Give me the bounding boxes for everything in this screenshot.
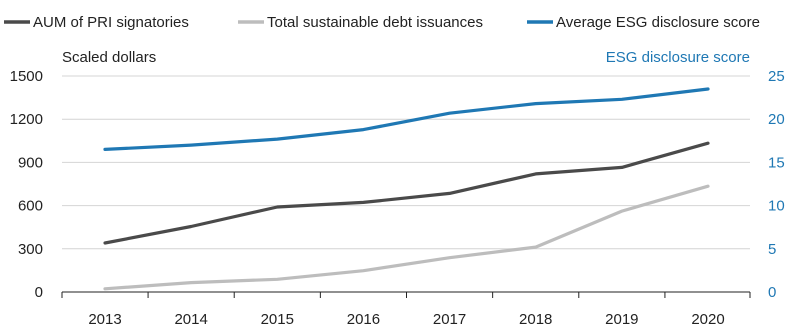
series-line-average-esg-disclosure-score: [103, 87, 710, 151]
x-tick-label: 2018: [519, 311, 552, 325]
left-tick-label: 600: [18, 198, 43, 215]
series-line-total-sustainable-debt-issuances: [103, 184, 710, 291]
legend-label: Total sustainable debt issuances: [267, 14, 483, 31]
legend: AUM of PRI signatories Total sustainable …: [4, 14, 760, 31]
x-tick-label: 2019: [605, 311, 638, 325]
legend-label: Average ESG disclosure score: [556, 14, 760, 31]
x-tick-label: 2015: [261, 311, 294, 325]
x-axis: 2013 2014 2015 2016 2017 2018 2019 2020: [61, 291, 751, 328]
series-line-aum-of-pri-signatories: [103, 141, 710, 245]
left-tick-label: 900: [18, 154, 43, 171]
right-tick-label: 5: [768, 241, 776, 258]
series-lines: [103, 87, 710, 291]
right-tick-label: 25: [768, 68, 785, 85]
x-tick-label: 2016: [347, 311, 380, 325]
left-tick-label: 1200: [10, 111, 43, 128]
right-tick-label: 0: [768, 284, 776, 301]
right-tick-label: 10: [768, 198, 785, 215]
right-axis-title: ESG disclosure score: [606, 49, 750, 66]
x-tick-label: 2017: [433, 311, 466, 325]
right-tick-label: 20: [768, 111, 785, 128]
left-axis-ticks: 0 300 600 900 1200 1500: [10, 68, 43, 301]
left-tick-label: 300: [18, 241, 43, 258]
right-axis-ticks: 0 5 10 15 20 25: [768, 68, 785, 301]
x-tick-label: 2013: [88, 311, 121, 325]
legend-label: AUM of PRI signatories: [33, 14, 189, 31]
x-tick-label: 2020: [691, 311, 724, 325]
left-axis-title: Scaled dollars: [62, 49, 156, 66]
gridlines: [62, 75, 750, 250]
x-tick-label: 2014: [174, 311, 207, 325]
right-tick-label: 15: [768, 154, 785, 171]
left-tick-label: 0: [35, 284, 43, 301]
left-tick-label: 1500: [10, 68, 43, 85]
